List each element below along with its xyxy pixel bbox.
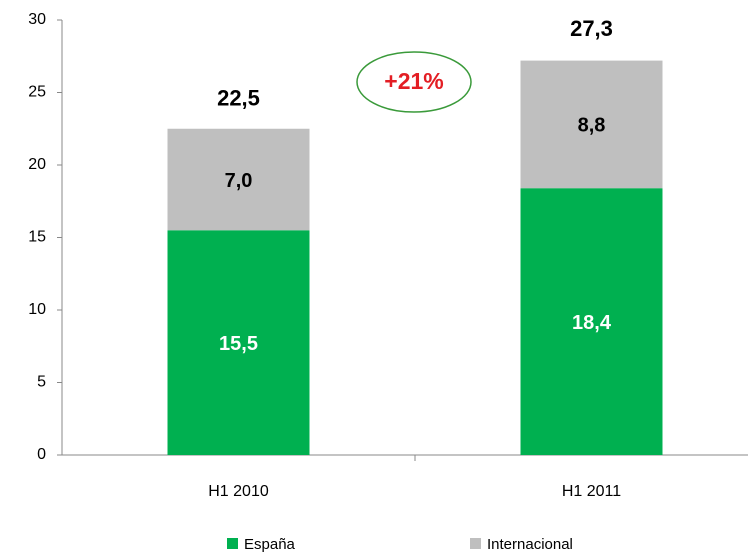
y-tick-label: 30: [28, 11, 46, 28]
x-tick-label: H1 2010: [208, 483, 269, 500]
annotation-ellipse: [356, 51, 472, 113]
value-label: 15,5: [219, 333, 258, 355]
x-tick-label: H1 2011: [562, 483, 621, 500]
annotation: +21%: [384, 68, 443, 94]
y-tick-label: 0: [37, 446, 46, 463]
y-tick-label: 15: [28, 229, 46, 246]
bar-segment: [167, 128, 310, 231]
bar-segment: [167, 230, 310, 455]
legend-label: España: [244, 536, 296, 552]
y-tick-label: 10: [28, 301, 46, 318]
y-tick-label: 25: [28, 84, 46, 101]
y-tick-label: 5: [37, 374, 46, 391]
value-label: 7,0: [225, 170, 253, 192]
value-label: 8,8: [578, 115, 606, 137]
legend-swatch: [470, 538, 481, 549]
legend-label: Internacional: [487, 536, 573, 552]
bar-segment: [520, 188, 663, 455]
value-label: 18,4: [572, 312, 612, 334]
bar-segment: [520, 60, 663, 189]
y-tick-label: 20: [28, 156, 46, 173]
total-label: 27,3: [570, 16, 613, 41]
legend-swatch: [227, 538, 238, 549]
total-label: 22,5: [217, 86, 260, 111]
